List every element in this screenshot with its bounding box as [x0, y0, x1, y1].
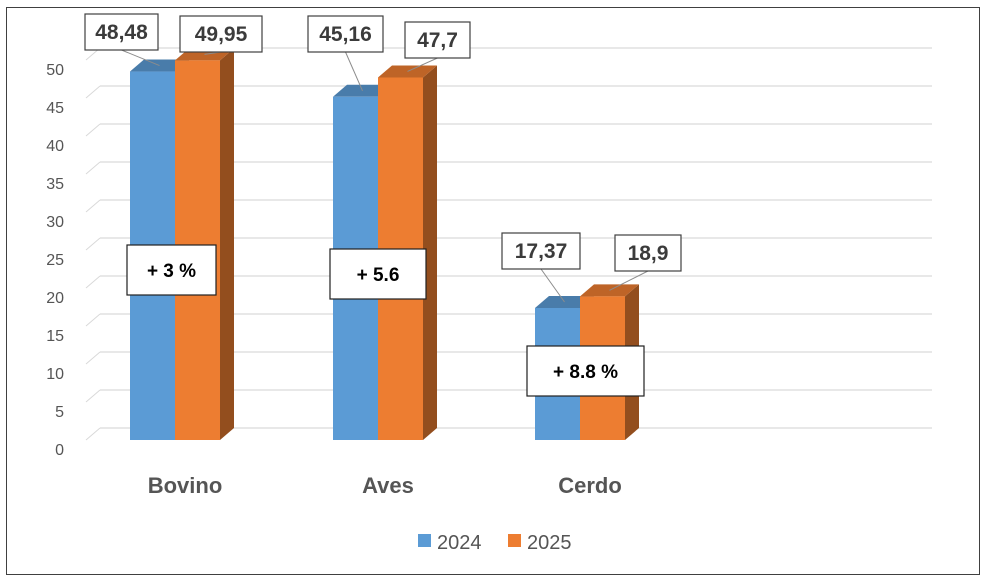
data-label-leader	[121, 49, 160, 67]
y-tick-label: 45	[46, 100, 64, 117]
category-label: Cerdo	[558, 473, 622, 498]
change-annotation: + 5.6	[357, 265, 400, 286]
bar-side-bovino-2025	[220, 48, 234, 440]
gridline-depth	[85, 123, 101, 137]
gridline-depth	[85, 161, 101, 175]
gridline-depth	[85, 85, 101, 99]
legend-label: 2025	[527, 532, 572, 554]
gridline-depth	[85, 427, 101, 441]
y-tick-label: 20	[46, 290, 64, 307]
y-tick-label: 25	[46, 252, 64, 269]
legend-label: 2024	[437, 532, 482, 554]
data-label: 48,48	[95, 21, 148, 44]
y-tick-label: 15	[46, 328, 64, 345]
y-tick-label: 40	[46, 138, 64, 155]
data-label: 18,9	[628, 242, 669, 265]
data-label: 17,37	[515, 240, 568, 263]
data-label-box	[501, 232, 581, 270]
data-label-box	[84, 13, 159, 51]
y-tick-label: 0	[55, 442, 64, 459]
data-label-box	[179, 15, 263, 53]
data-label-leader	[609, 270, 649, 291]
gridline-depth	[85, 275, 101, 289]
change-annotation: + 3 %	[147, 261, 196, 282]
data-label-box	[404, 21, 471, 59]
gridline-depth	[85, 199, 101, 213]
legend-swatch-2024	[418, 534, 431, 547]
y-tick-label: 30	[46, 214, 64, 231]
data-label: 45,16	[319, 23, 372, 46]
data-label: 49,95	[195, 23, 248, 46]
gridline-depth	[85, 237, 101, 251]
data-label-box	[614, 234, 682, 272]
y-tick-label: 5	[55, 404, 64, 421]
gridline-depth	[85, 351, 101, 365]
change-annotation: + 8.8 %	[553, 362, 618, 383]
bar-side-aves-2025	[423, 65, 437, 440]
legend-swatch-2025	[508, 534, 521, 547]
y-tick-label: 50	[46, 62, 64, 79]
y-tick-label: 10	[46, 366, 64, 383]
gridline-depth	[85, 389, 101, 403]
data-label-leader	[345, 51, 363, 91]
change-annotation-box	[126, 244, 217, 296]
change-annotation-box	[526, 345, 645, 397]
data-label-leader	[407, 57, 438, 72]
data-label: 47,7	[417, 29, 458, 52]
data-label-leader	[540, 268, 565, 303]
gridline-depth	[85, 313, 101, 327]
y-tick-label: 35	[46, 176, 64, 193]
category-label: Bovino	[148, 473, 223, 498]
data-label-box	[307, 15, 384, 53]
change-annotation-box	[329, 248, 427, 300]
category-label: Aves	[362, 473, 414, 498]
